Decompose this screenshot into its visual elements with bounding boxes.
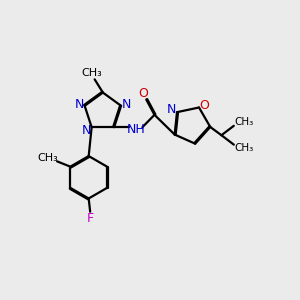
Text: CH₃: CH₃ — [234, 117, 253, 127]
Text: N: N — [82, 124, 91, 137]
Text: N: N — [75, 98, 84, 111]
Text: N: N — [122, 98, 131, 111]
Text: CH₃: CH₃ — [37, 153, 58, 164]
Text: NH: NH — [127, 123, 145, 136]
Text: F: F — [87, 212, 94, 225]
Text: CH₃: CH₃ — [234, 143, 253, 154]
Text: N: N — [167, 103, 176, 116]
Text: CH₃: CH₃ — [81, 68, 102, 78]
Text: O: O — [200, 99, 209, 112]
Text: O: O — [138, 87, 148, 100]
